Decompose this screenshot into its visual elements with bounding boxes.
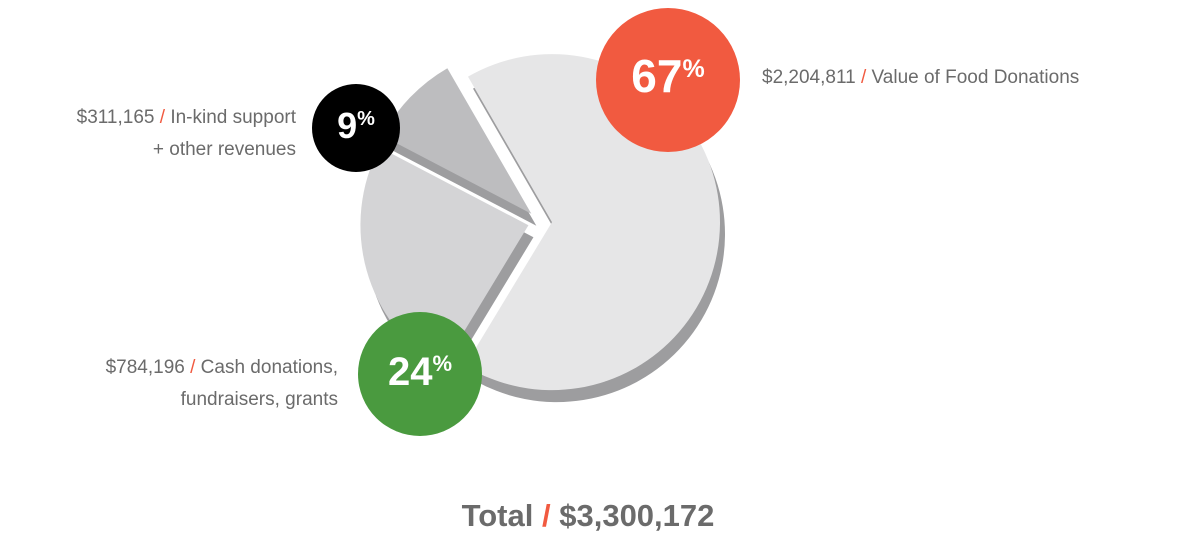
badge-label: 67%	[631, 50, 704, 102]
slice	[360, 147, 529, 369]
category: Value of Food Donations	[872, 67, 1080, 88]
badge-label: 9%	[337, 105, 375, 146]
separator: /	[861, 67, 867, 88]
amount: $2,204,811	[762, 67, 856, 88]
slice-label: + other revenues	[153, 139, 296, 160]
badge	[312, 84, 400, 172]
slice-label: fundraisers, grants	[181, 389, 338, 410]
labels: 67% $2,204,811 / Value of Food Donations 2…	[77, 8, 1079, 436]
amount: $311,165	[77, 107, 155, 128]
category: fundraisers, grants	[181, 389, 338, 410]
slice-label: $784,196 / Cash donations,	[106, 357, 338, 378]
total: Total / $3,300,172	[462, 498, 715, 533]
separator: /	[160, 107, 166, 128]
slice	[382, 68, 532, 214]
badge	[358, 312, 482, 436]
separator: /	[190, 357, 196, 378]
slice-label: $311,165 / In-kind support	[77, 107, 297, 128]
separator: /	[542, 498, 551, 533]
slice-label: $2,204,811 / Value of Food Donations	[762, 67, 1079, 88]
category: In-kind support	[170, 107, 296, 128]
total-title: Total	[462, 498, 534, 533]
badge	[596, 8, 740, 152]
category: + other revenues	[153, 139, 296, 160]
badge-label: 24%	[388, 350, 452, 394]
amount: $784,196	[106, 357, 185, 378]
category: Cash donations,	[201, 357, 338, 378]
total-value: $3,300,172	[559, 498, 714, 533]
